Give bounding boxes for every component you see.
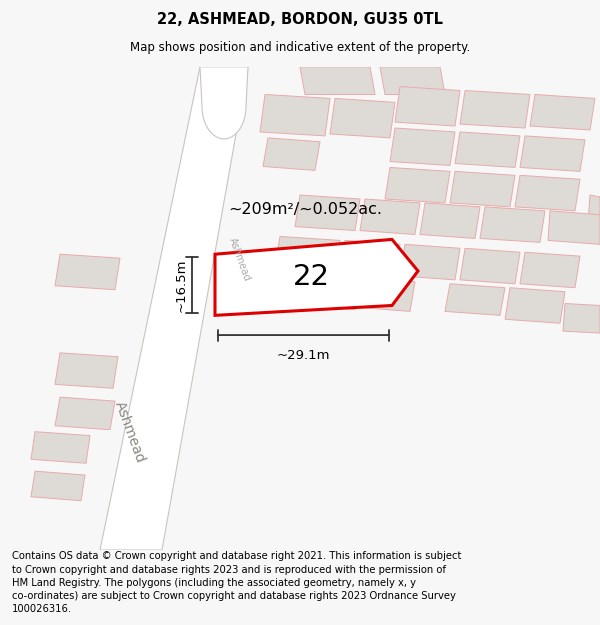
Polygon shape	[588, 195, 600, 224]
Polygon shape	[530, 94, 595, 130]
Polygon shape	[390, 128, 455, 166]
Polygon shape	[100, 67, 248, 550]
Polygon shape	[460, 91, 530, 128]
Text: ~16.5m: ~16.5m	[175, 258, 188, 311]
Polygon shape	[360, 278, 415, 311]
Polygon shape	[55, 254, 120, 290]
Text: Map shows position and indicative extent of the property.: Map shows position and indicative extent…	[130, 41, 470, 54]
Polygon shape	[330, 98, 395, 138]
Polygon shape	[450, 171, 515, 207]
Polygon shape	[55, 397, 115, 430]
Polygon shape	[460, 248, 520, 284]
Polygon shape	[395, 87, 460, 126]
Polygon shape	[420, 203, 480, 238]
Polygon shape	[515, 176, 580, 211]
Polygon shape	[455, 132, 520, 168]
Polygon shape	[480, 207, 545, 242]
Polygon shape	[520, 136, 585, 171]
Text: 22: 22	[293, 263, 330, 291]
Polygon shape	[563, 304, 600, 333]
Polygon shape	[55, 352, 118, 388]
Text: ~29.1m: ~29.1m	[277, 349, 330, 362]
Text: Ashmead: Ashmead	[227, 236, 252, 282]
Polygon shape	[215, 239, 418, 316]
Polygon shape	[200, 67, 248, 139]
Polygon shape	[385, 168, 450, 203]
Polygon shape	[263, 138, 320, 171]
Polygon shape	[295, 274, 360, 309]
Polygon shape	[300, 67, 375, 94]
Polygon shape	[400, 244, 460, 280]
Polygon shape	[445, 284, 505, 316]
Text: Ashmead: Ashmead	[112, 399, 148, 464]
Polygon shape	[31, 432, 90, 463]
Polygon shape	[548, 211, 600, 244]
Polygon shape	[380, 67, 445, 94]
Text: Contains OS data © Crown copyright and database right 2021. This information is : Contains OS data © Crown copyright and d…	[12, 551, 461, 614]
Polygon shape	[260, 94, 330, 136]
Polygon shape	[340, 241, 400, 276]
Polygon shape	[360, 199, 420, 234]
Text: 22, ASHMEAD, BORDON, GU35 0TL: 22, ASHMEAD, BORDON, GU35 0TL	[157, 12, 443, 27]
Polygon shape	[520, 253, 580, 288]
Polygon shape	[31, 471, 85, 501]
Polygon shape	[275, 236, 340, 272]
Polygon shape	[295, 195, 360, 231]
Text: ~209m²/~0.052ac.: ~209m²/~0.052ac.	[228, 202, 382, 217]
Polygon shape	[505, 288, 565, 323]
